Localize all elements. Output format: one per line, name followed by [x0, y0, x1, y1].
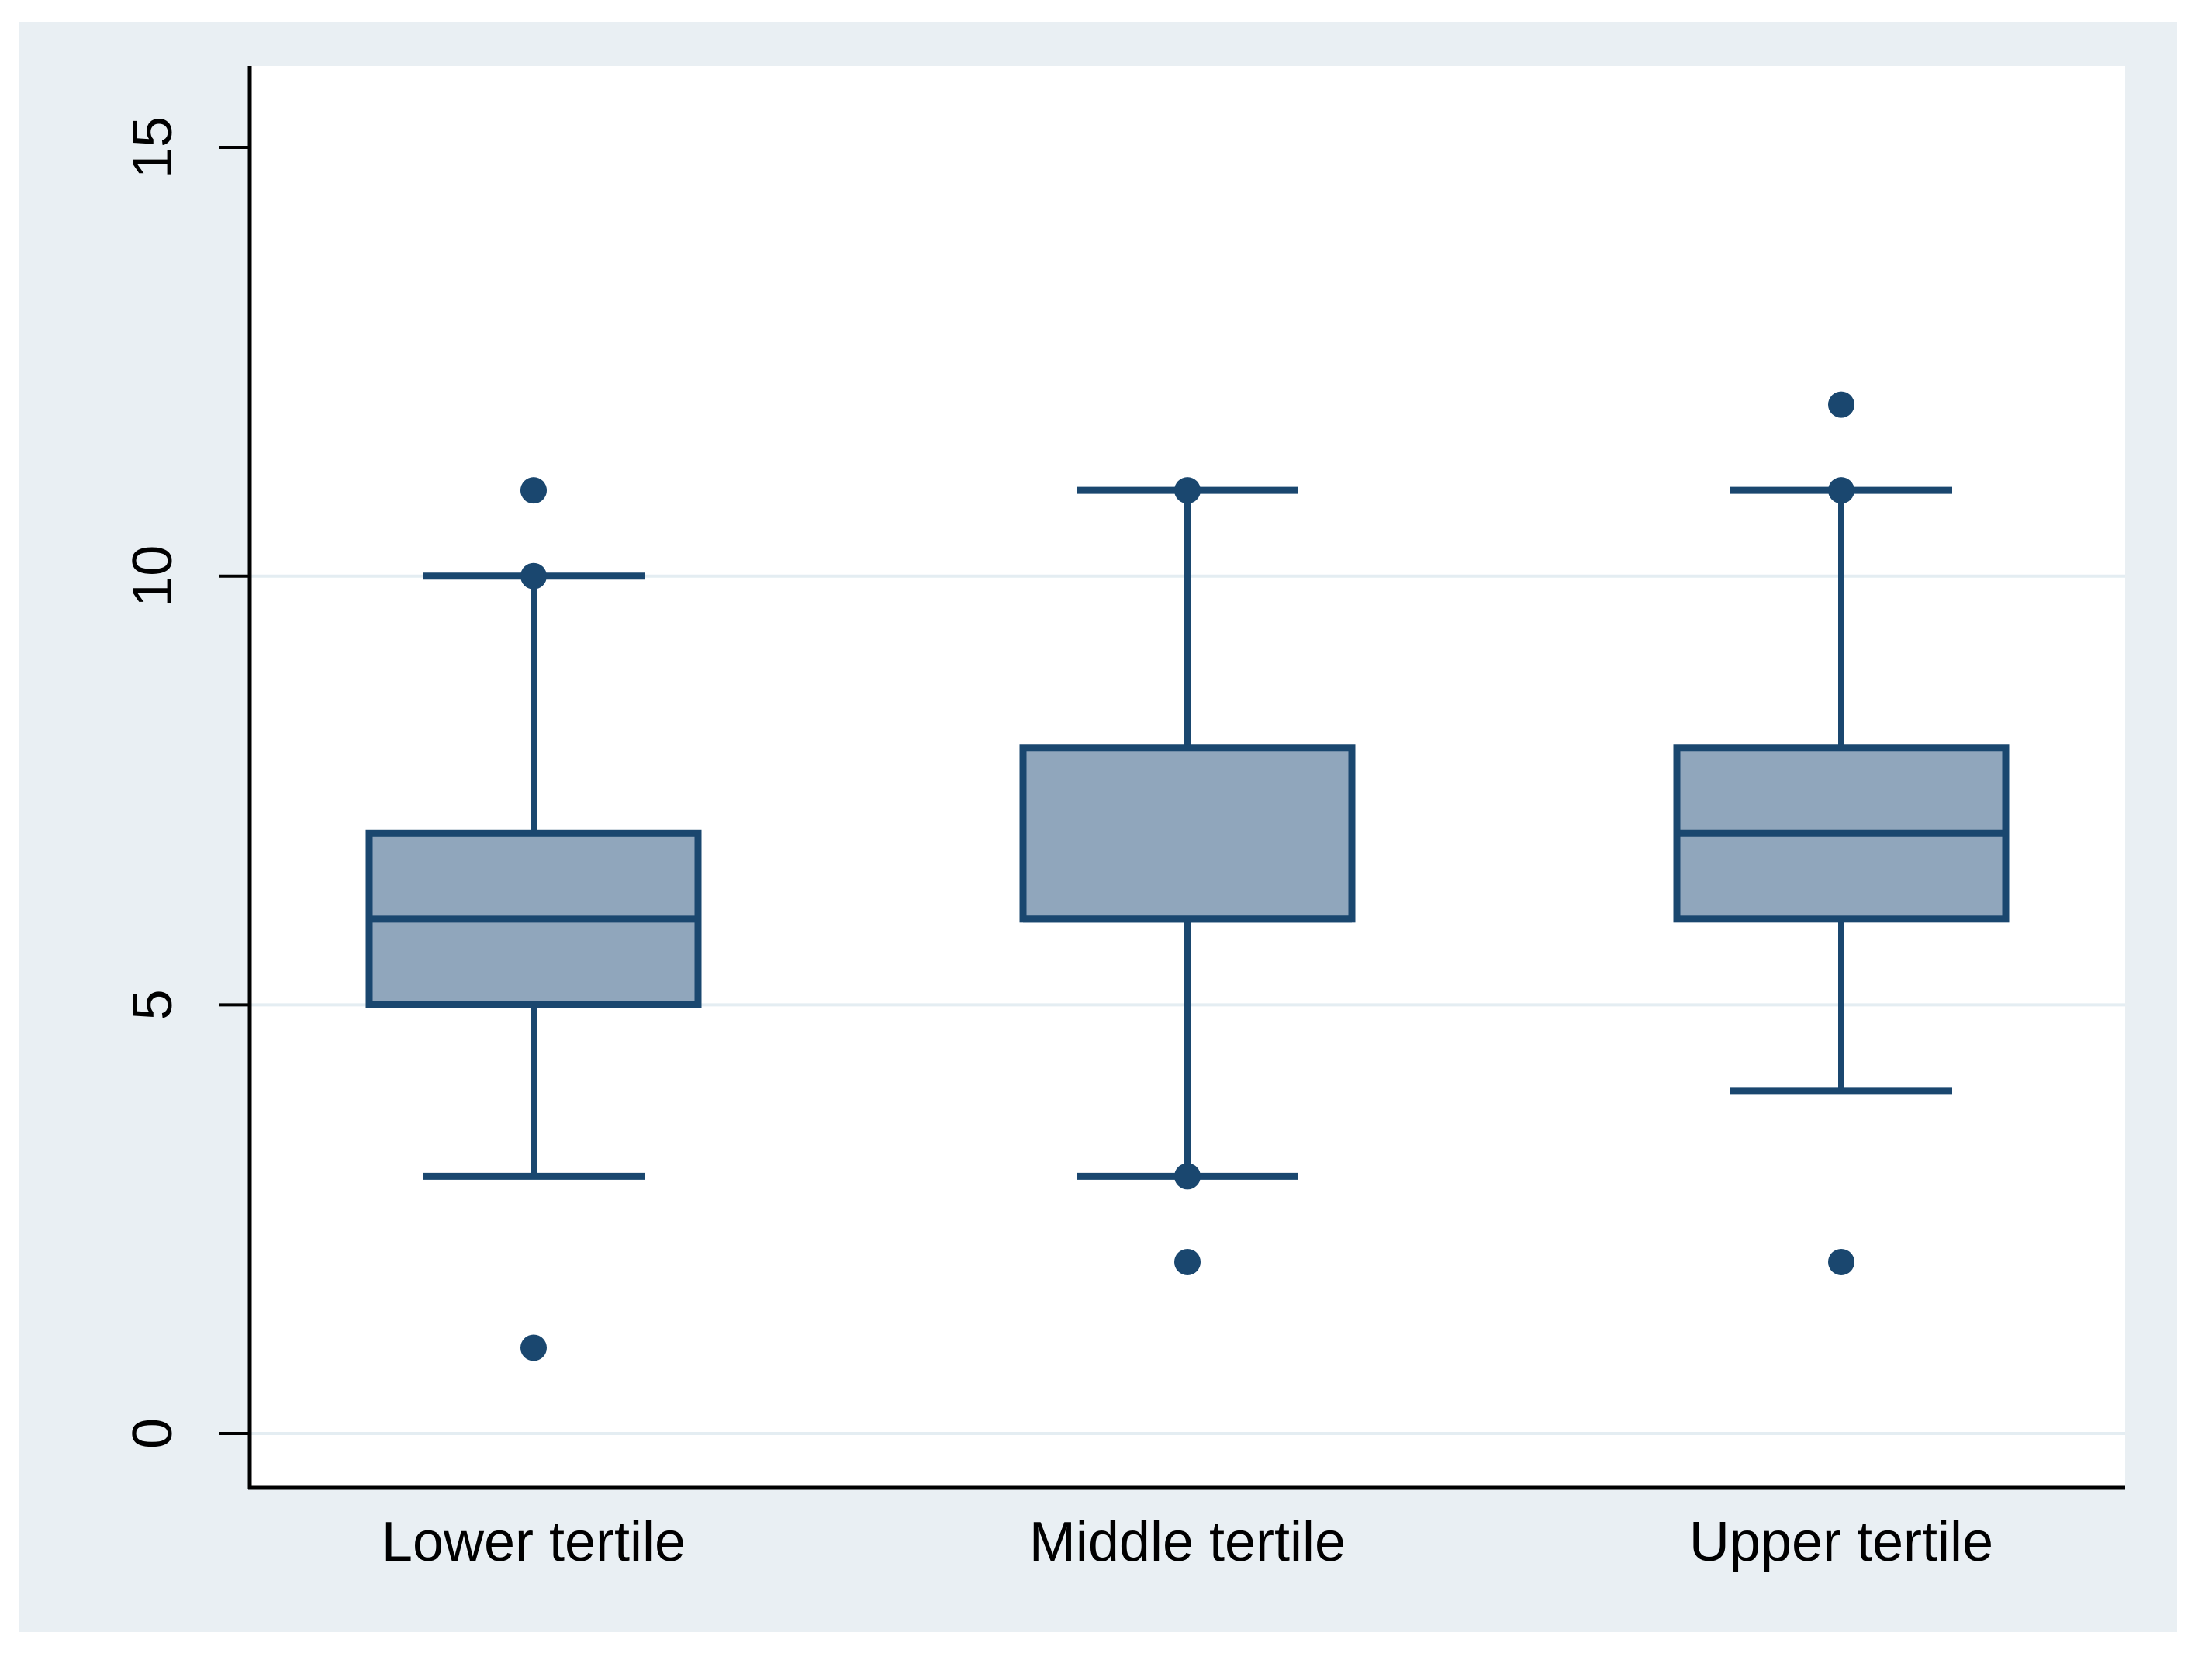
outlier-dot — [1174, 1163, 1201, 1190]
category-label: Upper tertile — [1689, 1511, 1993, 1573]
outlier-dot — [1174, 477, 1201, 504]
outlier-dot — [1828, 391, 1854, 418]
label-layer: 0 5 10 15 Lower tertile Middle tertile Upper t… — [122, 116, 1993, 1573]
outlier-dot — [1828, 1248, 1854, 1275]
category-label: Lower tertile — [382, 1511, 686, 1573]
outlier-dot — [520, 477, 547, 504]
box-plot-group — [365, 477, 702, 1361]
y-tick-label: 0 — [122, 1418, 184, 1449]
outlier-dot — [1828, 477, 1854, 504]
outlier-dot — [520, 1334, 547, 1361]
axis-layer — [219, 66, 2125, 1490]
box-plot-group — [1019, 477, 1356, 1275]
outlier-dot — [1174, 1248, 1201, 1275]
y-tick-label: 15 — [122, 116, 184, 178]
y-tick-label: 10 — [122, 545, 184, 607]
boxplot-layer — [365, 391, 2010, 1361]
category-label: Middle tertile — [1029, 1511, 1346, 1573]
y-tick-label: 5 — [122, 989, 184, 1020]
iqr-box — [1019, 744, 1356, 923]
outlier-dot — [520, 562, 547, 590]
box-plot-group — [1673, 391, 2010, 1275]
